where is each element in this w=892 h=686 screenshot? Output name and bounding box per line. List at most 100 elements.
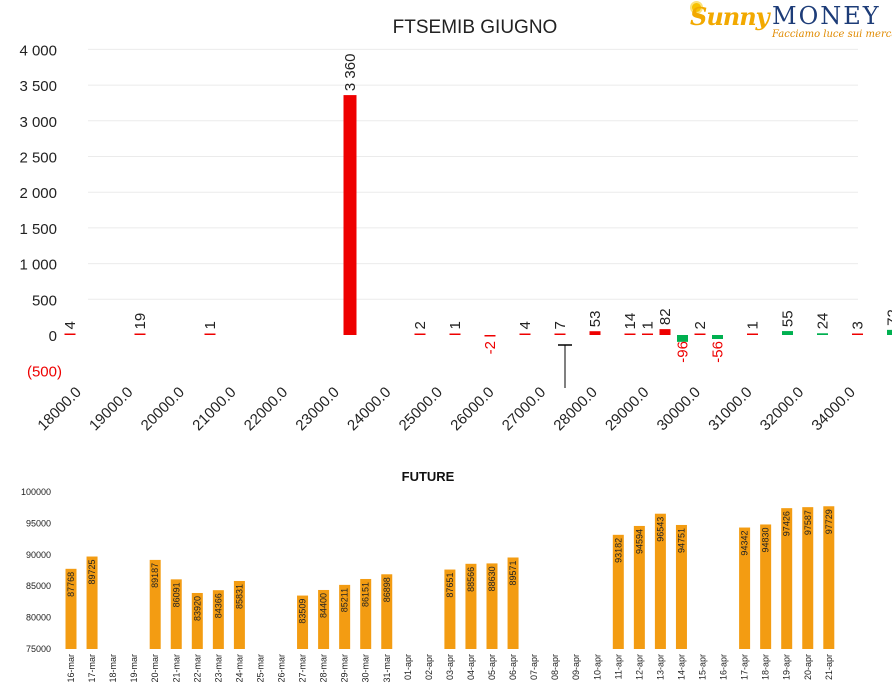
- data-label: 7: [552, 321, 569, 329]
- x-tick-label: 23000.0: [292, 384, 342, 434]
- data-label: 88566: [466, 567, 476, 592]
- top-chart-bars: [64, 95, 892, 342]
- x-tick-label: 06-apr: [508, 654, 518, 680]
- x-tick-label: 08-apr: [550, 654, 560, 680]
- y-tick-label: 2 500: [19, 150, 57, 167]
- future-bar: [654, 513, 666, 649]
- data-label: 94342: [740, 531, 750, 556]
- future-bar: [823, 506, 835, 649]
- y-tick-label: 85000: [26, 581, 51, 591]
- future-bar: [381, 574, 393, 649]
- sunny-money-logo: Sunny MONEY Facciamo luce sui mercati: [690, 2, 892, 42]
- data-label: 19: [132, 313, 149, 330]
- strike-bar: [554, 333, 566, 335]
- y-tick-label: 1 000: [19, 257, 57, 274]
- strike-bar: [519, 333, 531, 335]
- data-label: 97587: [803, 510, 813, 535]
- y-tick-label: 80000: [26, 613, 51, 623]
- data-label: 97729: [824, 509, 834, 534]
- strike-chart: FTSEMIB GIUGNO (500) 0 500 1 000 1 500 2 000 2…: [19, 17, 892, 434]
- x-tick-label: 20-mar: [150, 654, 160, 683]
- future-bar: [802, 507, 814, 649]
- strike-bar: [782, 331, 793, 335]
- x-tick-label: 21-apr: [824, 654, 834, 680]
- future-bar: [486, 563, 498, 649]
- future-bar: [760, 524, 772, 649]
- data-label: 3 360: [342, 54, 359, 92]
- data-label: 84400: [319, 593, 329, 618]
- x-tick-label: 30-mar: [361, 654, 371, 683]
- y-tick-label: 95000: [26, 518, 51, 528]
- data-label: 94594: [634, 529, 644, 554]
- future-bar: [444, 569, 456, 649]
- strike-bar: [852, 333, 863, 335]
- x-tick-label: 26000.0: [447, 384, 497, 434]
- strike-bar: [414, 333, 426, 335]
- x-tick-label: 16-mar: [66, 654, 76, 683]
- data-label: 89571: [508, 560, 518, 585]
- data-label: 96543: [655, 517, 665, 542]
- future-chart-bars: [65, 506, 835, 649]
- future-bar: [612, 534, 624, 649]
- x-tick-label: 19-mar: [129, 654, 139, 683]
- y-tick-label: 75000: [26, 644, 51, 654]
- x-tick-label: 10-apr: [592, 654, 602, 680]
- x-tick-label: 21000.0: [189, 384, 239, 434]
- data-label: 87651: [445, 573, 455, 598]
- data-label: 89187: [150, 563, 160, 588]
- data-label: 3: [850, 321, 867, 329]
- future-chart-y-axis: 75000 80000 85000 90000 95000 100000: [21, 487, 51, 654]
- x-tick-label: 20-apr: [803, 654, 813, 680]
- data-label: 1: [640, 321, 657, 329]
- data-label: 14: [622, 313, 639, 330]
- x-tick-label: 11-apr: [613, 654, 623, 679]
- future-bar: [149, 559, 161, 649]
- strike-bar: [677, 335, 688, 342]
- x-tick-label: 01-apr: [403, 654, 413, 680]
- future-bar: [86, 556, 98, 649]
- x-tick-label: 26-mar: [277, 654, 287, 683]
- data-label: 1: [202, 321, 219, 329]
- future-bar: [65, 568, 77, 649]
- data-label: 1: [745, 321, 762, 329]
- data-label: -96: [675, 341, 692, 363]
- y-tick-label: 2 000: [19, 185, 57, 202]
- x-tick-label: 28-mar: [319, 654, 329, 683]
- x-tick-label: 22000.0: [241, 384, 291, 434]
- data-label: 24: [815, 313, 832, 330]
- future-chart: FUTURE 75000 80000 85000 90000 95000 100000 8…: [21, 469, 835, 683]
- strike-bar: [659, 329, 671, 335]
- data-label: 89725: [87, 560, 97, 585]
- future-bar: [507, 557, 519, 649]
- x-tick-label: 32000.0: [757, 384, 807, 434]
- data-label: 85211: [340, 588, 350, 612]
- strike-bar: [642, 333, 653, 335]
- top-chart-marker: [558, 344, 572, 388]
- data-label: 85831: [234, 584, 244, 609]
- top-chart-x-axis: 18000.0 19000.0 20000.0 21000.0 22000.0 23000…: [34, 384, 858, 434]
- data-label: 83509: [298, 599, 308, 624]
- x-tick-label: 31000.0: [705, 384, 755, 434]
- data-label: 86091: [171, 582, 181, 607]
- logo-tagline: Facciamo luce sui mercati: [772, 29, 892, 40]
- data-label: 4: [62, 321, 79, 329]
- strike-bar: [817, 333, 828, 335]
- x-tick-label: 21-mar: [171, 654, 181, 683]
- strike-bar: [64, 333, 76, 335]
- data-label: 94751: [676, 528, 686, 553]
- data-label: 55: [780, 310, 797, 327]
- strike-bar: [694, 333, 706, 335]
- x-tick-label: 04-apr: [466, 654, 476, 680]
- x-tick-label: 16-apr: [719, 654, 729, 680]
- future-bar: [675, 524, 687, 649]
- future-chart-data-labels: 87768 89725 89187 86091 83920 84366 85831 83509…: [66, 509, 834, 623]
- data-label: 2: [692, 321, 709, 329]
- data-label: 97426: [782, 511, 792, 536]
- future-bar: [465, 563, 477, 649]
- x-tick-label: 27000.0: [499, 384, 549, 434]
- strike-bar: [747, 333, 758, 335]
- strike-bar: [449, 333, 461, 335]
- future-bar: [297, 595, 309, 649]
- top-chart-title: FTSEMIB GIUGNO: [393, 17, 558, 38]
- future-bar: [633, 525, 645, 649]
